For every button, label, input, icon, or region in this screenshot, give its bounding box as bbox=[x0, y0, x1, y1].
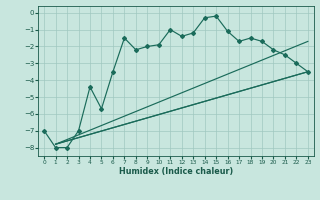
X-axis label: Humidex (Indice chaleur): Humidex (Indice chaleur) bbox=[119, 167, 233, 176]
